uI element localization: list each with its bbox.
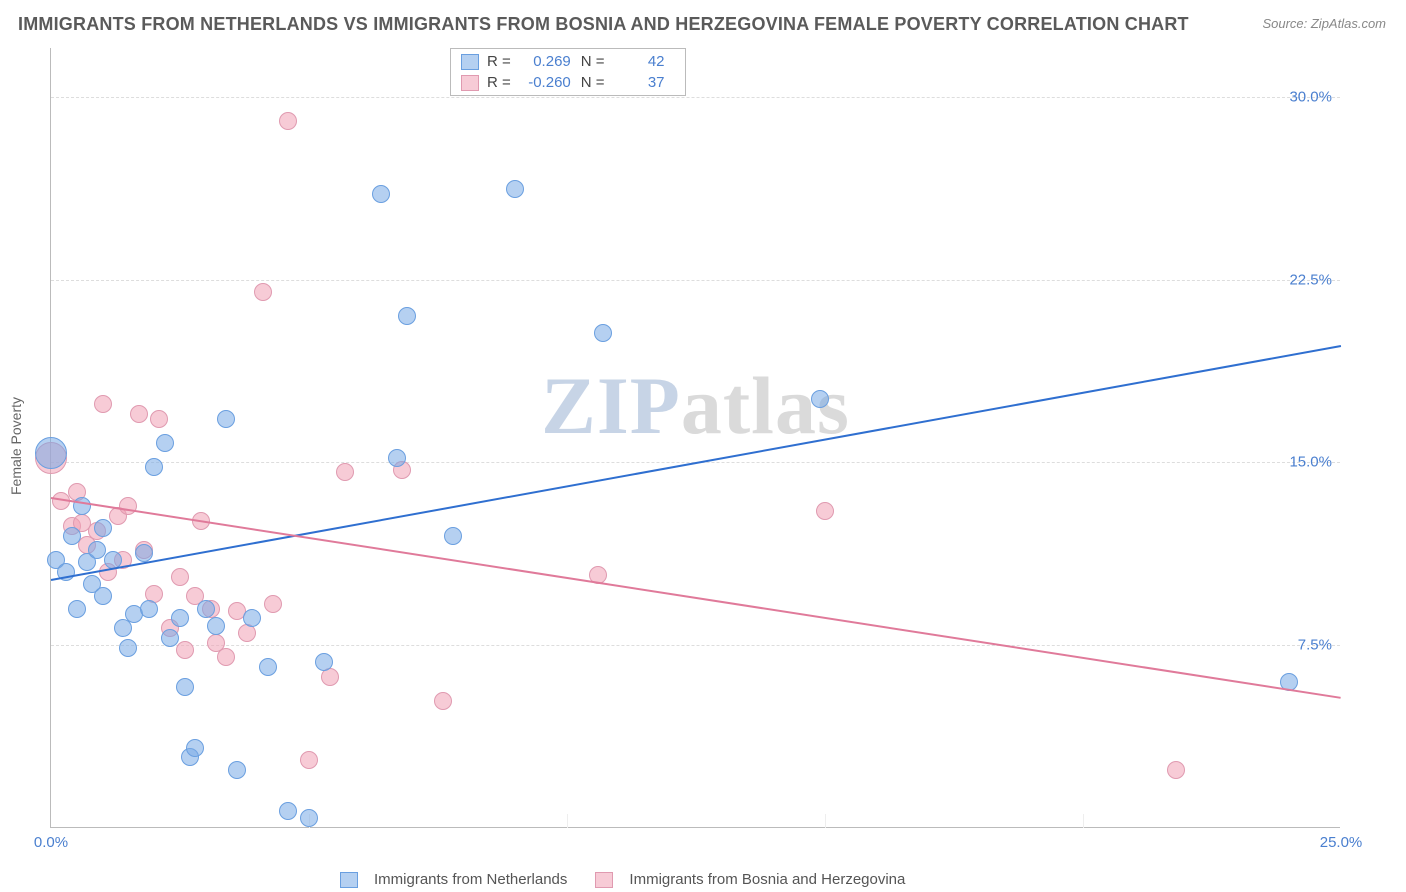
legend-swatch (340, 872, 358, 888)
legend-bottom-item: Immigrants from Netherlands (340, 871, 567, 888)
scatter-point-series1 (94, 587, 112, 605)
x-tick-mark (1083, 814, 1084, 828)
scatter-point-series1 (259, 658, 277, 676)
legend-label: Immigrants from Netherlands (374, 871, 567, 888)
gridline-horizontal (51, 97, 1340, 98)
legend-label: Immigrants from Bosnia and Herzegovina (629, 871, 905, 888)
series-legend: Immigrants from Netherlands Immigrants fr… (340, 871, 905, 888)
scatter-point-series2 (1167, 761, 1185, 779)
x-tick-mark (567, 814, 568, 828)
legend-top-row: R =-0.260 N =37 (457, 72, 679, 93)
y-tick-label: 30.0% (1289, 88, 1332, 105)
scatter-point-series2 (336, 463, 354, 481)
scatter-point-series1 (140, 600, 158, 618)
scatter-point-series1 (171, 609, 189, 627)
trend-line (51, 345, 1341, 581)
scatter-point-series1 (315, 653, 333, 671)
trend-line (51, 497, 1341, 699)
scatter-point-series1 (279, 802, 297, 820)
scatter-point-series1 (811, 390, 829, 408)
n-value: 37 (609, 74, 665, 91)
scatter-point-series1 (372, 185, 390, 203)
scatter-point-series1 (35, 437, 67, 469)
scatter-point-series1 (186, 739, 204, 757)
scatter-point-series1 (68, 600, 86, 618)
y-axis-label: Female Poverty (8, 397, 24, 495)
gridline-horizontal (51, 645, 1340, 646)
scatter-point-series1 (176, 678, 194, 696)
n-value: 42 (609, 53, 665, 70)
scatter-point-series1 (63, 527, 81, 545)
scatter-point-series1 (145, 458, 163, 476)
scatter-point-series1 (156, 434, 174, 452)
legend-swatch (461, 75, 479, 91)
scatter-point-series2 (264, 595, 282, 613)
legend-top-row: R =0.269 N =42 (457, 51, 679, 72)
scatter-point-series1 (197, 600, 215, 618)
scatter-point-series1 (398, 307, 416, 325)
scatter-point-series1 (135, 544, 153, 562)
gridline-horizontal (51, 280, 1340, 281)
n-label: N = (581, 74, 605, 91)
x-tick-label: 25.0% (1320, 834, 1363, 851)
scatter-point-series1 (388, 449, 406, 467)
y-tick-label: 15.0% (1289, 454, 1332, 471)
x-tick-mark (825, 814, 826, 828)
r-value: 0.269 (515, 53, 571, 70)
scatter-point-series2 (150, 410, 168, 428)
scatter-point-series1 (243, 609, 261, 627)
scatter-point-series1 (506, 180, 524, 198)
scatter-point-series1 (217, 410, 235, 428)
n-label: N = (581, 53, 605, 70)
correlation-legend: R =0.269 N =42 R =-0.260 N =37 (450, 48, 686, 96)
legend-bottom-item: Immigrants from Bosnia and Herzegovina (595, 871, 905, 888)
r-label: R = (487, 53, 511, 70)
legend-swatch (461, 54, 479, 70)
scatter-point-series1 (161, 629, 179, 647)
scatter-point-series2 (119, 497, 137, 515)
scatter-point-series1 (228, 761, 246, 779)
chart-plot-area: ZIPatlas 7.5%15.0%22.5%30.0%0.0%25.0% (50, 48, 1340, 828)
scatter-point-series2 (279, 112, 297, 130)
scatter-point-series2 (816, 502, 834, 520)
watermark-part1: ZIP (541, 360, 681, 451)
y-tick-label: 22.5% (1289, 271, 1332, 288)
scatter-point-series1 (300, 809, 318, 827)
legend-swatch (595, 872, 613, 888)
watermark-text: ZIPatlas (541, 359, 850, 453)
scatter-point-series2 (434, 692, 452, 710)
scatter-point-series2 (171, 568, 189, 586)
scatter-point-series1 (94, 519, 112, 537)
source-label: Source: ZipAtlas.com (1262, 16, 1386, 31)
scatter-point-series2 (176, 641, 194, 659)
r-value: -0.260 (515, 74, 571, 91)
scatter-point-series2 (130, 405, 148, 423)
scatter-point-series2 (217, 648, 235, 666)
scatter-point-series1 (594, 324, 612, 342)
scatter-point-series1 (444, 527, 462, 545)
y-tick-label: 7.5% (1298, 637, 1332, 654)
scatter-point-series2 (254, 283, 272, 301)
x-tick-label: 0.0% (34, 834, 68, 851)
scatter-point-series2 (94, 395, 112, 413)
scatter-point-series2 (300, 751, 318, 769)
chart-title: IMMIGRANTS FROM NETHERLANDS VS IMMIGRANT… (18, 14, 1189, 35)
scatter-point-series1 (119, 639, 137, 657)
r-label: R = (487, 74, 511, 91)
scatter-point-series1 (207, 617, 225, 635)
